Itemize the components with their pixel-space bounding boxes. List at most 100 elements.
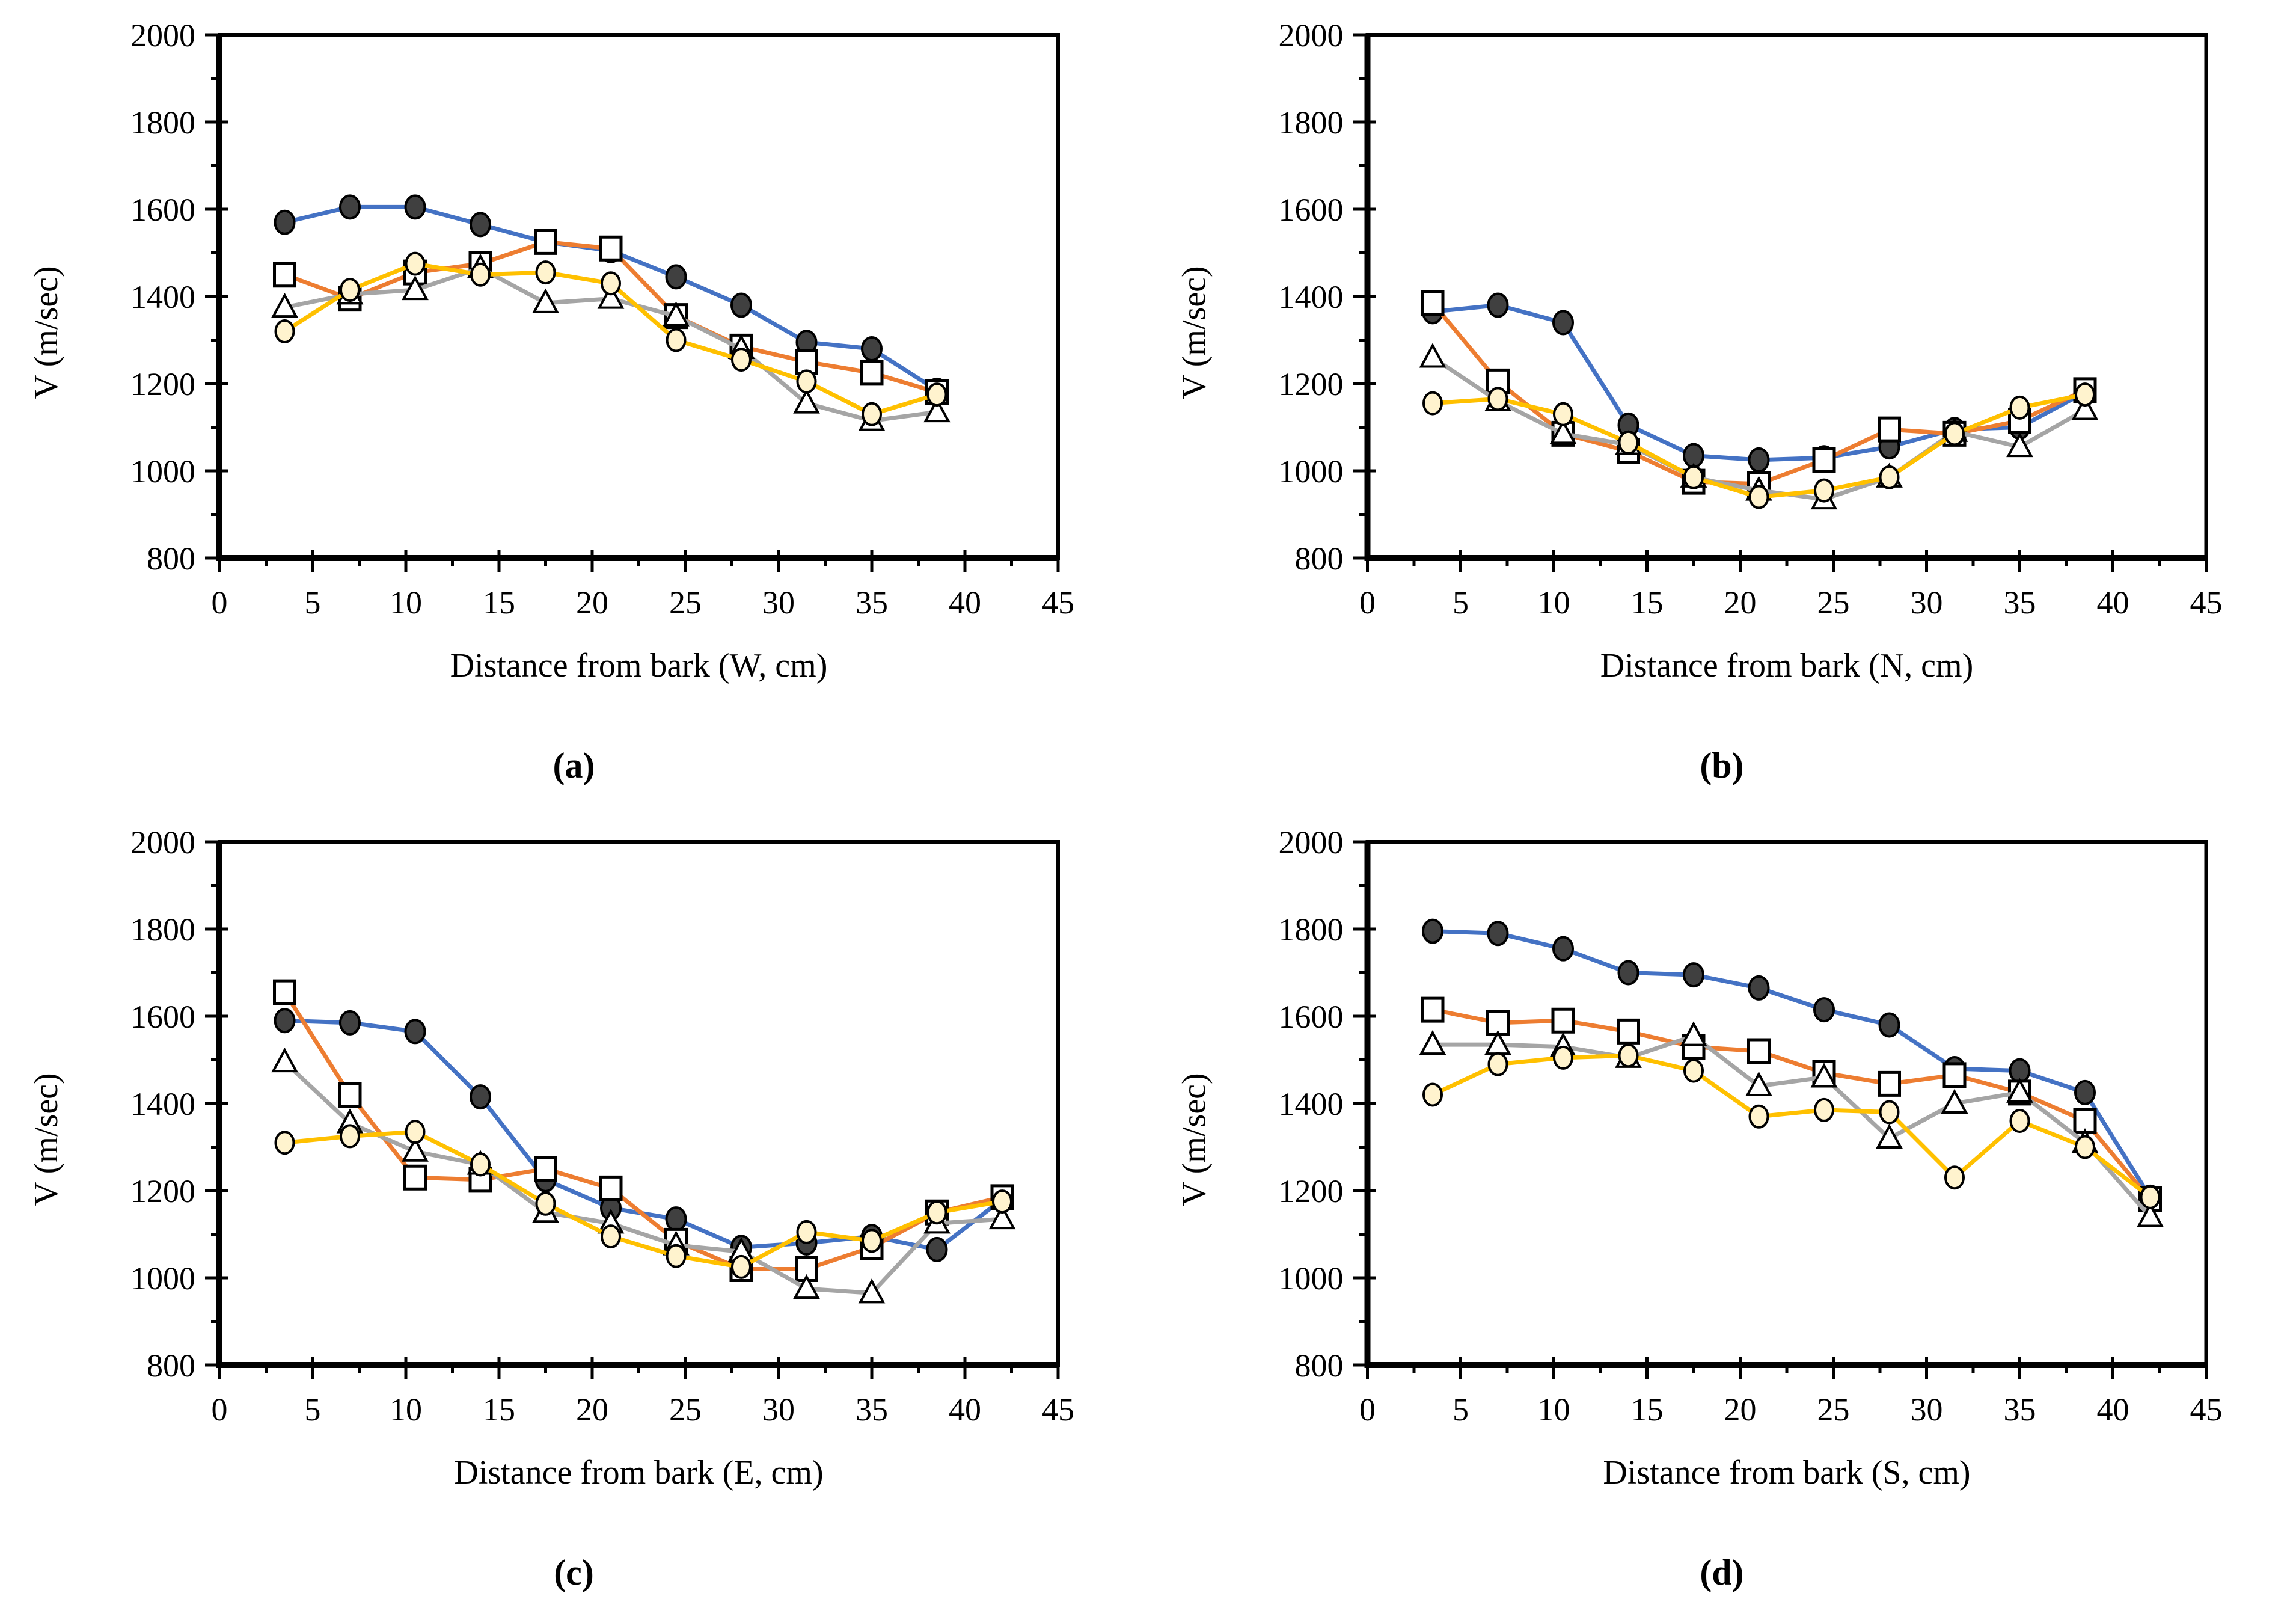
filled-circle-marker — [665, 1206, 687, 1232]
y-tick-label: 1600 — [1279, 192, 1344, 228]
y-axis-title: V (m/sec) — [1176, 266, 1213, 399]
x-tick-label: 15 — [483, 1392, 515, 1428]
open-square-marker — [1812, 447, 1836, 473]
open-triangle-marker — [793, 388, 820, 414]
open-circle-marker — [470, 262, 491, 287]
x-tick-label: 15 — [1631, 1392, 1664, 1428]
x-axis-title: Distance from bark (W, cm) — [450, 647, 828, 684]
open-square-marker — [1747, 1038, 1771, 1064]
x-tick-label: 30 — [762, 1392, 795, 1428]
open-circle-marker — [731, 348, 752, 372]
y-tick-label: 1400 — [1279, 279, 1344, 315]
open-square-marker — [534, 1156, 557, 1182]
line-chart-c: 0 5 10 15 20 25 30 35 40 45 800 1000 1200 1400 1600 180… — [28, 824, 1074, 1491]
open-circle-marker — [1422, 391, 1443, 416]
y-tick-label: 1200 — [1279, 366, 1344, 402]
open-circle-marker — [470, 1152, 491, 1177]
chart-panel-b: 0 5 10 15 20 25 30 35 40 45 800 1000 1200 1400 1600 180… — [1148, 0, 2296, 807]
series-line-open-square — [283, 239, 939, 394]
open-triangle-marker — [1680, 1021, 1707, 1046]
open-triangle-marker — [402, 1137, 429, 1162]
panel-caption-d: (d) — [1700, 1553, 1744, 1592]
y-tick-label: 1800 — [1279, 912, 1344, 948]
line-chart-b: 0 5 10 15 20 25 30 35 40 45 800 1000 1200 1400 1600 180… — [1176, 17, 2223, 684]
x-tick-label: 45 — [2190, 1392, 2223, 1428]
filled-circle-marker — [274, 1008, 296, 1034]
y-tick-label: 1200 — [130, 366, 195, 402]
filled-circle-marker — [665, 264, 687, 290]
filled-circle-marker — [861, 336, 883, 361]
x-tick-label: 15 — [1631, 585, 1664, 621]
series-line-open-square — [1430, 1007, 2152, 1201]
x-tick-label: 35 — [2004, 585, 2036, 621]
open-triangle-marker — [2006, 1078, 2033, 1103]
x-tick-label: 5 — [305, 585, 321, 621]
y-tick-label: 800 — [1295, 541, 1344, 577]
line-chart-d: 0 5 10 15 20 25 30 35 40 45 800 1000 1200 1400 1600 180… — [1176, 824, 2223, 1491]
open-triangle-marker — [1941, 1088, 1968, 1114]
panel-caption-a: (a) — [553, 746, 595, 785]
chart-panel-c: 0 5 10 15 20 25 30 35 40 45 800 1000 1200 1400 1600 180… — [0, 807, 1148, 1614]
chart-panel-d: 0 5 10 15 20 25 30 35 40 45 800 1000 1200 1400 1600 180… — [1148, 807, 2296, 1614]
open-triangle-marker — [597, 284, 625, 309]
filled-circle-marker — [339, 194, 361, 220]
open-square-marker — [338, 1082, 362, 1108]
open-triangle-marker — [1549, 419, 1577, 444]
open-circle-marker — [1422, 1082, 1443, 1107]
open-square-marker — [1421, 996, 1445, 1023]
open-square-marker — [534, 229, 557, 255]
x-axis-title: Distance from bark (S, cm) — [1603, 1454, 1970, 1491]
open-circle-marker — [1879, 465, 1900, 489]
open-circle-marker — [666, 328, 687, 352]
y-tick-label: 1200 — [1279, 1173, 1344, 1209]
x-tick-label: 0 — [1359, 1392, 1376, 1428]
open-circle-marker — [274, 319, 295, 343]
open-triangle-marker — [793, 1274, 820, 1299]
y-tick-label: 800 — [147, 541, 195, 577]
open-circle-marker — [340, 1124, 360, 1149]
series-line-filled-circle — [1430, 303, 2087, 462]
y-tick-label: 2000 — [130, 17, 195, 54]
x-tick-label: 0 — [212, 585, 228, 621]
open-triangle-marker — [858, 1278, 886, 1304]
x-tick-label: 45 — [1042, 585, 1074, 621]
open-square-marker — [599, 1175, 623, 1201]
filled-circle-marker — [1552, 936, 1574, 962]
x-tick-label: 20 — [1724, 1392, 1757, 1428]
x-tick-label: 25 — [1817, 1392, 1850, 1428]
open-triangle-marker — [2071, 395, 2099, 420]
x-axis-title: Distance from bark (N, cm) — [1600, 647, 1973, 684]
open-circle-marker — [2009, 1109, 2030, 1133]
filled-circle-marker — [1617, 960, 1639, 986]
y-tick-label: 800 — [147, 1348, 195, 1384]
y-tick-label: 800 — [1295, 1348, 1344, 1384]
x-tick-label: 25 — [669, 585, 702, 621]
y-tick-label: 2000 — [1279, 824, 1344, 861]
open-circle-marker — [1683, 465, 1704, 489]
open-circle-marker — [1683, 1058, 1704, 1083]
y-tick-label: 1600 — [130, 999, 195, 1035]
y-axis-title: V (m/sec) — [28, 1073, 65, 1206]
open-circle-marker — [926, 1200, 947, 1225]
open-square-marker — [1421, 290, 1445, 316]
open-circle-marker — [796, 1220, 817, 1244]
open-triangle-marker — [532, 288, 559, 313]
y-tick-label: 1000 — [130, 1260, 195, 1296]
open-circle-marker — [2140, 1185, 2161, 1209]
open-triangle-marker — [988, 1204, 1016, 1230]
x-axis-title: Distance from bark (E, cm) — [454, 1454, 823, 1491]
x-tick-label: 20 — [576, 1392, 608, 1428]
open-triangle-marker — [1419, 1029, 1446, 1055]
x-tick-label: 40 — [949, 1392, 981, 1428]
open-circle-marker — [1814, 1097, 1834, 1122]
open-circle-marker — [1879, 1100, 1900, 1125]
x-tick-label: 5 — [1453, 1392, 1469, 1428]
open-triangle-marker — [923, 397, 951, 423]
y-axis-title: V (m/sec) — [28, 266, 65, 399]
open-triangle-marker — [271, 1047, 298, 1073]
open-square-marker — [1878, 1070, 1901, 1097]
x-tick-label: 25 — [669, 1392, 702, 1428]
series-line-open-triangle — [283, 1060, 1005, 1295]
y-tick-label: 1000 — [130, 453, 195, 489]
